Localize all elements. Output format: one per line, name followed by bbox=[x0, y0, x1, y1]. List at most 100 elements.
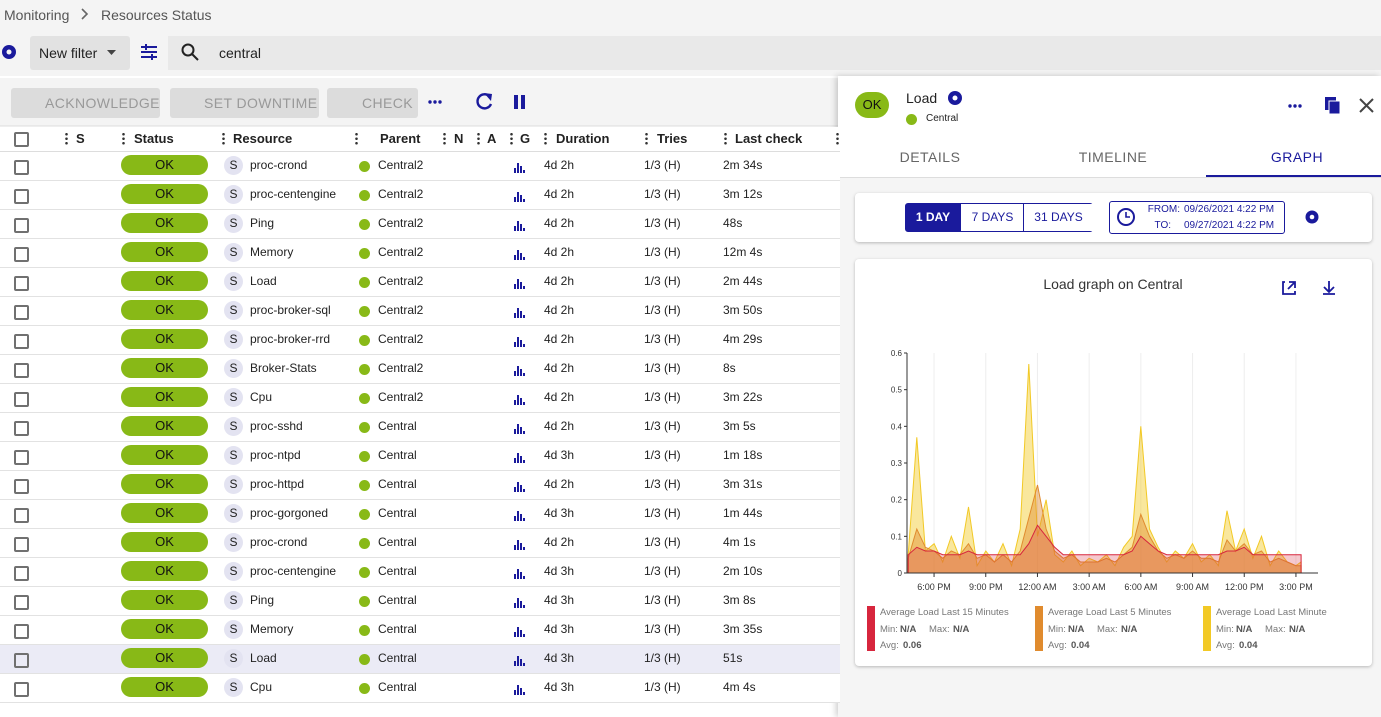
column-header[interactable]: Parent bbox=[380, 131, 421, 146]
column-header[interactable]: Tries bbox=[657, 131, 688, 146]
row-checkbox[interactable] bbox=[14, 421, 29, 436]
graph-icon[interactable] bbox=[514, 481, 526, 492]
graph-icon[interactable] bbox=[514, 162, 526, 173]
parent-status-dot bbox=[906, 114, 917, 125]
graph-icon[interactable] bbox=[514, 423, 526, 434]
graph-icon-bar bbox=[514, 313, 516, 318]
graph-icon-bar bbox=[520, 659, 522, 666]
action-button[interactable] bbox=[327, 88, 418, 118]
graph-icon[interactable] bbox=[514, 278, 526, 289]
row-checkbox[interactable] bbox=[14, 595, 29, 610]
period-button[interactable]: 31 DAYS bbox=[1023, 204, 1093, 231]
period-button[interactable]: 1 DAY bbox=[906, 204, 960, 231]
graph-icon[interactable] bbox=[514, 365, 526, 376]
action-button[interactable] bbox=[170, 88, 319, 118]
graph-icon[interactable] bbox=[514, 249, 526, 260]
panel-more[interactable] bbox=[1288, 104, 1302, 108]
graph-icon[interactable] bbox=[514, 568, 526, 579]
from-label: FROM: bbox=[1147, 204, 1180, 215]
pause-icon[interactable] bbox=[514, 95, 525, 109]
graph-icon[interactable] bbox=[514, 510, 526, 521]
panel-gear[interactable] bbox=[948, 91, 962, 105]
graph-icon[interactable] bbox=[514, 191, 526, 202]
date-range[interactable] bbox=[1109, 201, 1285, 234]
open-icon[interactable] bbox=[1282, 281, 1296, 295]
graph-icon[interactable] bbox=[514, 336, 526, 347]
graph-icon[interactable] bbox=[514, 684, 526, 695]
period-button[interactable]: 7 DAYS bbox=[960, 204, 1024, 231]
row-checkbox[interactable] bbox=[14, 247, 29, 262]
graph-icon[interactable] bbox=[514, 220, 526, 231]
search-field[interactable] bbox=[168, 36, 1381, 70]
tries: 1/3 (H) bbox=[644, 651, 681, 665]
row-checkbox[interactable] bbox=[14, 479, 29, 494]
panel-tab[interactable]: GRAPH bbox=[1270, 149, 1324, 165]
row-checkbox[interactable] bbox=[14, 392, 29, 407]
search-text[interactable]: central bbox=[219, 45, 262, 61]
graph-icon-bar bbox=[523, 170, 525, 173]
graph-settings[interactable] bbox=[1305, 210, 1319, 224]
graph-icon-bar bbox=[523, 373, 525, 376]
refresh-arrow[interactable] bbox=[484, 93, 492, 101]
parent-status-dot bbox=[359, 480, 370, 491]
row-checkbox[interactable] bbox=[14, 537, 29, 552]
row-checkbox[interactable] bbox=[14, 305, 29, 320]
graph-icon[interactable] bbox=[514, 539, 526, 550]
close-icon[interactable] bbox=[1359, 98, 1374, 113]
graph-icon[interactable] bbox=[514, 626, 526, 637]
legend-name: Average Load Last 5 Minutes bbox=[1048, 607, 1172, 618]
row-checkbox[interactable] bbox=[14, 682, 29, 697]
graph-icon-bar bbox=[520, 688, 522, 695]
graph-icon-bar bbox=[517, 279, 519, 289]
graph-icon-bar bbox=[520, 543, 522, 550]
graph-icon-bar bbox=[517, 308, 519, 318]
panel-tab[interactable]: TIMELINE bbox=[1078, 149, 1148, 165]
row-checkbox[interactable] bbox=[14, 218, 29, 233]
column-header[interactable]: A bbox=[487, 131, 497, 146]
graph-icon-bar bbox=[514, 487, 516, 492]
header-checkbox[interactable] bbox=[14, 132, 29, 147]
x-tick-label: 12:00 PM bbox=[1225, 582, 1264, 592]
more-icon[interactable] bbox=[428, 100, 442, 104]
graph-icon[interactable] bbox=[514, 655, 526, 666]
row-checkbox[interactable] bbox=[14, 276, 29, 291]
row-checkbox[interactable] bbox=[14, 160, 29, 175]
resource-name: proc-ntpd bbox=[250, 448, 301, 462]
tune-icon[interactable] bbox=[141, 44, 157, 60]
status-chip: OK bbox=[121, 242, 208, 262]
download-icon[interactable] bbox=[1323, 281, 1335, 295]
column-header[interactable]: S bbox=[76, 131, 85, 146]
action-button[interactable] bbox=[11, 88, 160, 118]
column-header[interactable]: N bbox=[454, 131, 464, 146]
graph-icon[interactable] bbox=[514, 394, 526, 405]
settings-icon[interactable] bbox=[2, 45, 16, 59]
row-checkbox[interactable] bbox=[14, 363, 29, 378]
column-header[interactable]: G bbox=[520, 131, 531, 146]
column-header[interactable]: Status bbox=[134, 131, 174, 146]
dropdown-caret[interactable] bbox=[107, 50, 116, 55]
resource-name: Broker-Stats bbox=[250, 361, 317, 375]
panel-tab[interactable]: DETAILS bbox=[899, 149, 961, 165]
row-checkbox[interactable] bbox=[14, 566, 29, 581]
filter-name[interactable]: New filter bbox=[39, 45, 98, 61]
duration: 4d 2h bbox=[544, 390, 575, 404]
row-checkbox[interactable] bbox=[14, 189, 29, 204]
row-checkbox[interactable] bbox=[14, 450, 29, 465]
row-checkbox[interactable] bbox=[14, 508, 29, 523]
graph-icon[interactable] bbox=[514, 452, 526, 463]
row-checkbox[interactable] bbox=[14, 624, 29, 639]
parent-status-dot bbox=[359, 596, 370, 607]
graph-card bbox=[855, 259, 1372, 666]
column-header[interactable]: Resource bbox=[233, 131, 293, 146]
graph-icon[interactable] bbox=[514, 307, 526, 318]
row-checkbox[interactable] bbox=[14, 653, 29, 668]
graph-icon[interactable] bbox=[514, 597, 526, 608]
breadcrumb-item[interactable]: Resources Status bbox=[101, 7, 212, 23]
row-checkbox[interactable] bbox=[14, 334, 29, 349]
column-header[interactable]: Last check bbox=[735, 131, 803, 146]
breadcrumb-item[interactable]: Monitoring bbox=[4, 7, 70, 23]
column-header[interactable]: Duration bbox=[556, 131, 610, 146]
copy-icon[interactable] bbox=[1325, 97, 1341, 115]
filter-select[interactable] bbox=[30, 36, 130, 70]
parent-status-dot bbox=[359, 538, 370, 549]
